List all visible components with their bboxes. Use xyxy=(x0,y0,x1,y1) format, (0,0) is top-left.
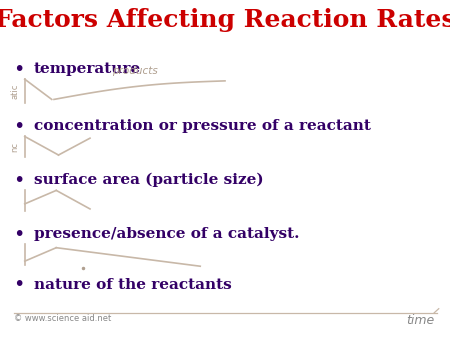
Text: surface area (particle size): surface area (particle size) xyxy=(34,173,263,187)
Text: •: • xyxy=(14,171,25,190)
Text: presence/absence of a catalyst.: presence/absence of a catalyst. xyxy=(34,227,299,241)
Text: •: • xyxy=(14,225,25,244)
Text: © www.science aid.net: © www.science aid.net xyxy=(14,314,111,324)
Text: •: • xyxy=(14,60,25,79)
Text: time: time xyxy=(406,314,434,328)
Text: nc: nc xyxy=(10,142,19,152)
Text: products: products xyxy=(112,66,158,76)
Text: atic: atic xyxy=(10,83,19,99)
Text: •: • xyxy=(14,275,25,294)
Text: nature of the reactants: nature of the reactants xyxy=(34,278,231,292)
Text: concentration or pressure of a reactant: concentration or pressure of a reactant xyxy=(34,119,371,133)
Text: •: • xyxy=(14,117,25,136)
Text: temperature: temperature xyxy=(34,62,141,76)
Text: Factors Affecting Reaction Rates: Factors Affecting Reaction Rates xyxy=(0,8,450,32)
